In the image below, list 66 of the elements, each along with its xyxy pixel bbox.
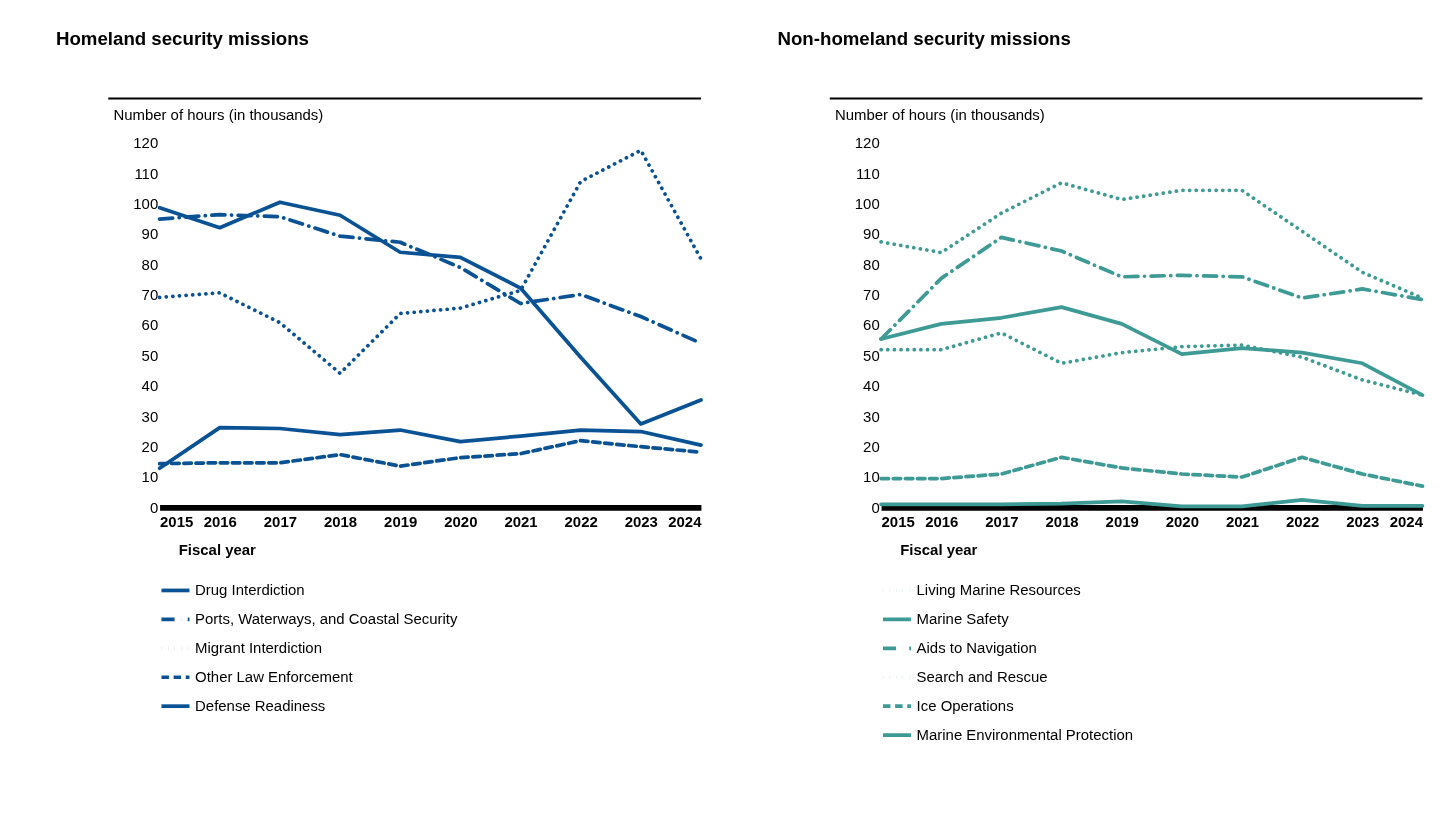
y-tick-label: 0 [871,498,880,516]
y-tick-label: 60 [863,316,880,334]
chart-title: Homeland security missions [56,28,309,50]
y-tick-label: 90 [141,225,159,243]
x-axis-title: Fiscal year [900,541,978,559]
legend-label: Aids to Navigation [916,638,1037,656]
x-tick-label: 2019 [1105,513,1139,531]
line-series [879,455,1425,489]
legend-label: Other Law Enforcement [195,667,354,685]
y-tick-label: 50 [141,346,159,364]
legend-label: Marine Environmental Protection [916,725,1134,743]
line-series [157,425,703,471]
y-tick-label: 10 [863,468,880,486]
x-tick-label: 2016 [203,513,237,531]
x-tick-label: 2022 [564,513,598,531]
y-tick-label: 0 [149,498,159,516]
x-tick-label: 2019 [384,513,418,531]
y-tick-label: 90 [863,225,880,243]
legend-label: Marine Safety [916,610,1010,628]
legend-label: Drug Interdiction [195,581,305,599]
y-tick-label: 80 [863,255,880,273]
x-tick-label: 2023 [624,513,658,531]
x-tick-label: 2020 [444,513,478,531]
y-tick-label: 70 [863,286,880,304]
x-tick-label: 2021 [1225,513,1260,531]
y-tick-label: 100 [133,195,159,213]
y-tick-label: 120 [133,134,159,152]
y-tick-label: 70 [141,286,159,304]
x-tick-label: 2024 [668,513,703,531]
x-axis-title: Fiscal year [178,541,257,559]
line-series [879,497,1425,509]
x-tick-label: 2023 [1346,513,1380,531]
y-tick-label: 120 [854,134,880,152]
x-tick-label: 2017 [263,513,297,531]
x-tick-label: 2015 [160,513,194,531]
y-tick-label: 80 [141,255,159,273]
y-tick-label: 20 [141,437,159,455]
legend-label: Search and Rescue [916,667,1048,685]
y-tick-label: 60 [141,316,159,334]
legend-label: Migrant Interdiction [195,638,322,656]
x-tick-label: 2018 [1045,513,1079,531]
x-tick-label: 2017 [985,513,1019,531]
y-tick-label: 110 [134,164,159,182]
y-tick-label: 20 [863,437,880,455]
y-tick-label: 30 [141,407,159,425]
x-tick-label: 2015 [881,513,915,531]
y-tick-label: 10 [141,468,159,486]
x-tick-label: 2020 [1165,513,1199,531]
x-tick-label: 2016 [925,513,959,531]
x-tick-label: 2021 [504,513,538,531]
y-tick-label: 50 [863,346,880,364]
legend-label: Ports, Waterways, and Coastal Security [195,610,458,628]
y-tick-label: 110 [855,164,880,182]
chart-title: Non-homeland security missions [777,28,1071,50]
x-tick-label: 2022 [1286,513,1320,531]
y-axis-title: Number of hours (in thousands) [113,106,324,124]
legend-label: Living Marine Resources [916,581,1081,599]
y-tick-label: 100 [854,195,880,213]
y-tick-label: 40 [863,377,880,395]
y-tick-label: 30 [863,407,880,425]
legend-label: Ice Operations [916,696,1014,714]
y-axis-title: Number of hours (in thousands) [834,106,1045,124]
x-tick-label: 2018 [323,513,358,531]
x-tick-label: 2024 [1389,513,1424,531]
legend-label: Defense Readiness [195,696,326,714]
y-tick-label: 40 [141,377,159,395]
